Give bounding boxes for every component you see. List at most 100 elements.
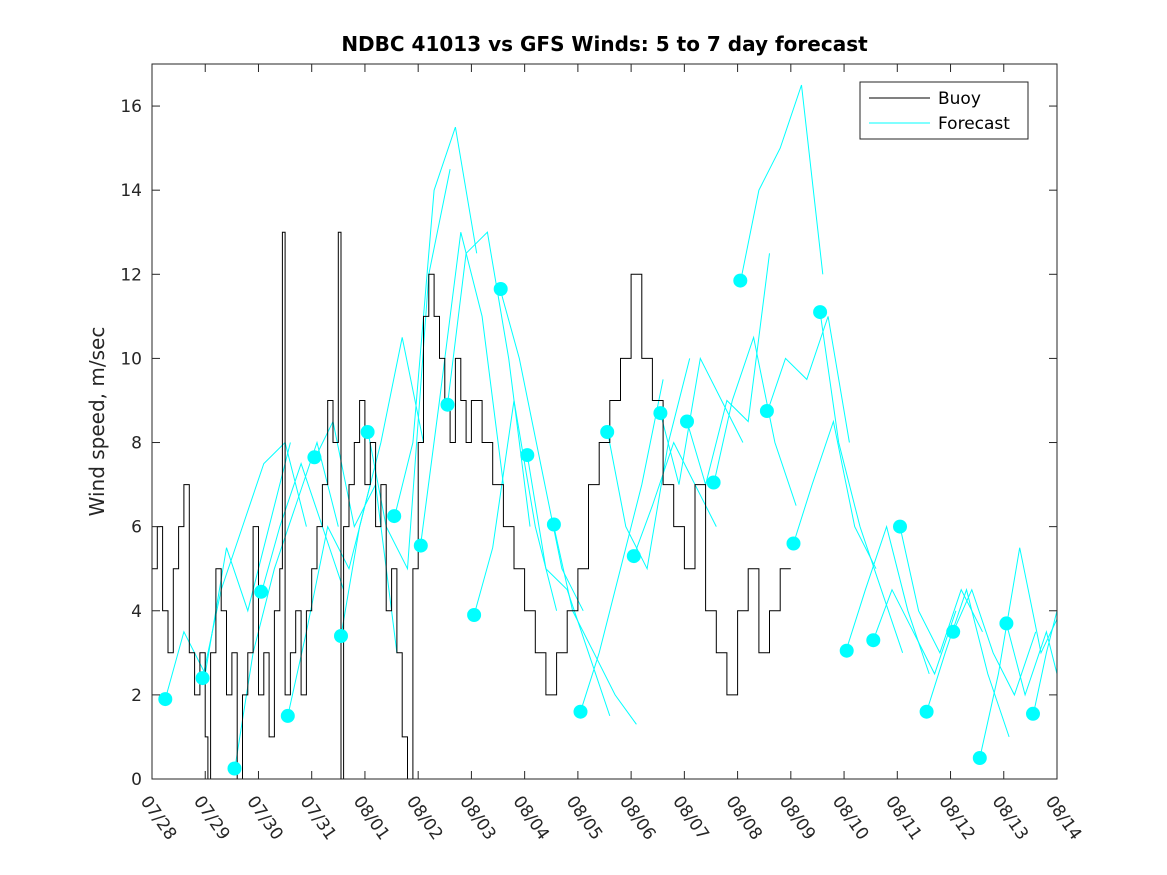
forecast-start-marker [520, 448, 535, 463]
x-tick-label: 08/11 [881, 792, 925, 844]
forecast-start-marker [413, 538, 428, 553]
forecast-start-marker [919, 704, 934, 719]
forecast-run-line [846, 524, 930, 675]
x-tick-label: 07/30 [242, 792, 286, 844]
x-tick-label: 08/13 [988, 792, 1032, 844]
y-tick-label: 0 [131, 770, 142, 790]
y-tick-label: 6 [131, 518, 142, 538]
axes-box [151, 63, 1058, 780]
forecast-start-marker [440, 397, 455, 412]
forecast-start-marker [1026, 706, 1040, 721]
forecast-start-marker [839, 643, 854, 658]
forecast-start-marker [254, 584, 269, 599]
forecast-start-marker [280, 708, 295, 723]
forecast-run-line [260, 462, 345, 595]
forecast-run-line [686, 253, 770, 487]
forecast-run-line [606, 358, 691, 571]
forecast-run-line [659, 356, 744, 485]
forecast-run-line [713, 335, 797, 506]
forecast-start-marker [307, 450, 322, 465]
y-tick-label: 2 [131, 686, 142, 706]
forecast-run-line [500, 290, 584, 612]
forecast-run-line [340, 337, 424, 637]
legend-label-forecast: Forecast [938, 114, 1010, 134]
x-tick-label: 08/08 [721, 792, 765, 844]
x-tick-label: 08/09 [775, 792, 819, 844]
legend-label-buoy: Buoy [938, 89, 981, 109]
forecast-start-marker [360, 425, 375, 439]
forecast-start-marker [227, 761, 242, 776]
forecast-run-line [766, 316, 850, 443]
forecast-run-line [420, 232, 504, 544]
forecast-start-marker [733, 273, 748, 288]
forecast-start-marker [893, 519, 907, 534]
x-tick-label: 08/07 [668, 792, 712, 844]
forecast-start-marker [759, 404, 774, 418]
forecast-run-line [164, 442, 291, 700]
x-tick-label: 08/06 [615, 792, 659, 844]
forecast-run-line [899, 526, 983, 655]
forecast-run-line [819, 312, 904, 653]
forecast-start-marker [866, 633, 881, 648]
forecast-run-line [473, 400, 558, 616]
x-tick-label: 08/04 [509, 792, 553, 844]
x-tick-label: 08/14 [1041, 792, 1085, 844]
y-tick-label: 14 [120, 181, 142, 201]
plot-area [152, 84, 1058, 780]
forecast-start-marker [680, 414, 694, 429]
x-tick-label: 07/28 [136, 792, 180, 844]
forecast-run-line [793, 419, 877, 569]
forecast-start-marker [467, 608, 482, 622]
forecast-start-marker [653, 406, 668, 421]
forecast-run-line [580, 379, 664, 712]
forecast-run-line [202, 441, 307, 679]
forecast-run-line [872, 588, 957, 676]
x-tick-label: 08/05 [562, 792, 606, 844]
x-tick-label: 08/10 [828, 792, 872, 844]
y-tick-label: 16 [120, 97, 142, 117]
forecast-run-line [633, 441, 717, 557]
forecast-start-marker [626, 549, 641, 564]
forecast-run-line [1032, 610, 1058, 717]
forecast-run-line [287, 484, 371, 717]
forecast-run-line [1005, 623, 1058, 697]
forecast-start-marker [546, 517, 561, 532]
forecast-start-marker [706, 475, 721, 490]
y-axis-label: Wind speed, m/sec [85, 327, 109, 517]
forecast-start-marker [972, 751, 987, 765]
forecast-start-marker [999, 616, 1014, 631]
forecast-start-marker [158, 692, 173, 707]
forecast-start-marker [387, 509, 402, 524]
forecast-run-line [526, 455, 611, 717]
x-tick-label: 08/01 [349, 792, 393, 844]
x-tick-label: 08/12 [934, 792, 978, 844]
chart-title: NDBC 41013 vs GFS Winds: 5 to 7 day fore… [341, 32, 868, 56]
y-tick-label: 8 [131, 434, 142, 454]
forecast-run-line [367, 169, 451, 571]
forecast-run-line [952, 588, 1037, 697]
forecast-start-marker [493, 282, 508, 296]
y-tick-label: 10 [120, 349, 142, 369]
forecast-run-line [739, 84, 824, 283]
forecast-run-line [447, 231, 531, 527]
x-tick-label: 07/31 [296, 792, 340, 844]
forecast-run-line [926, 587, 1010, 738]
forecast-run-line [393, 126, 478, 519]
legend-box [859, 81, 1029, 140]
forecast-start-marker [786, 536, 801, 551]
x-tick-label: 08/02 [402, 792, 446, 844]
forecast-start-marker [946, 624, 961, 639]
forecast-run-line [979, 547, 1058, 759]
y-tick-label: 12 [120, 265, 142, 285]
forecast-start-marker [195, 671, 210, 686]
forecast-start-marker [813, 305, 828, 320]
x-tick-label: 07/29 [189, 792, 233, 844]
y-tick-label: 4 [131, 602, 142, 622]
forecast-start-marker [573, 704, 588, 719]
forecast-run-line [313, 419, 398, 653]
forecast-start-marker [600, 425, 615, 439]
forecast-run-line [553, 526, 637, 725]
legend: Buoy Forecast [859, 81, 1029, 140]
